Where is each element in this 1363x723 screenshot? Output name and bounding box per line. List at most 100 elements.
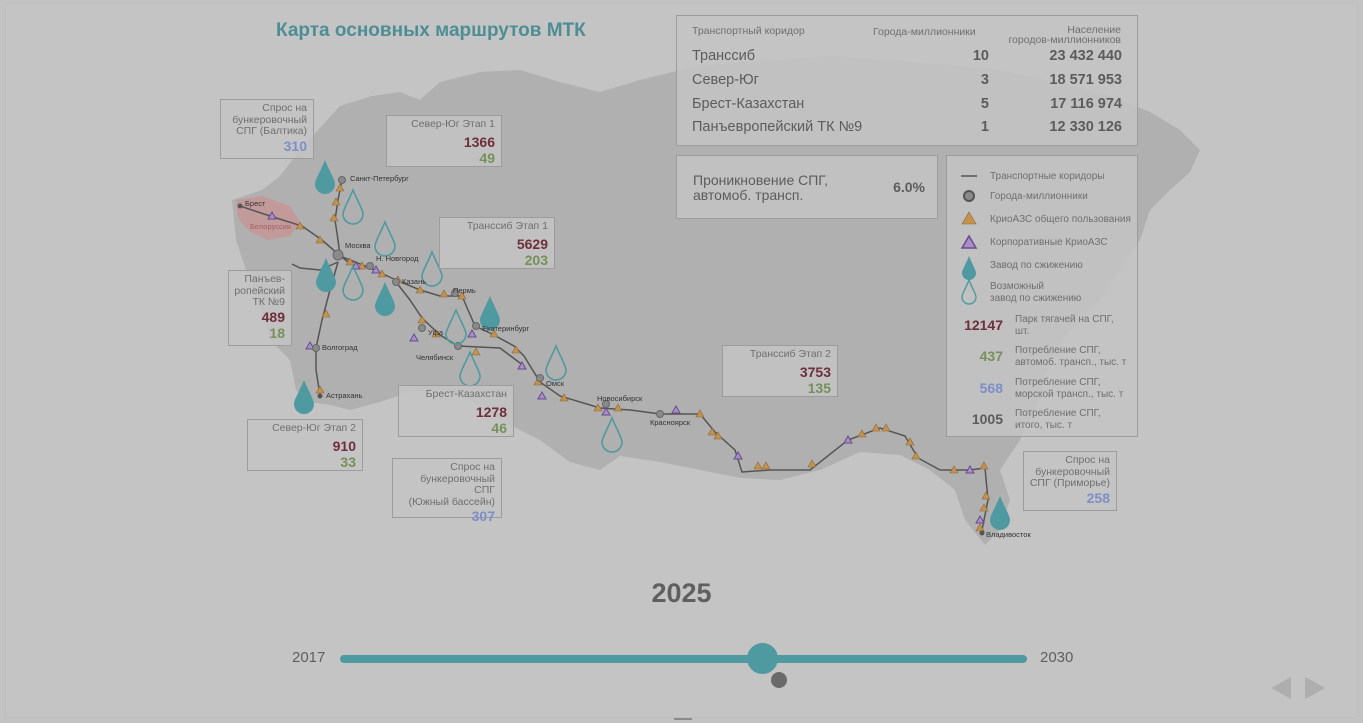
info-label: (Южный бассейн) xyxy=(408,495,495,508)
legend-public-stations-label: КриоАЗС общего пользования xyxy=(990,214,1131,225)
public-station-markers xyxy=(295,183,991,532)
legend-fleet-line2: шт. xyxy=(1015,325,1030,337)
plant-drop-icon xyxy=(294,380,314,414)
public-station xyxy=(593,403,603,412)
public-station xyxy=(881,423,891,432)
city-marker-nnovgorod xyxy=(366,262,374,270)
scroll-grip[interactable] xyxy=(674,718,692,720)
legend-corridors-label: Транспортные коридоры xyxy=(990,171,1105,182)
public-station xyxy=(975,523,985,532)
public-station xyxy=(457,291,467,300)
corporate-station xyxy=(409,332,419,342)
slider-max-label: 2030 xyxy=(1040,649,1074,666)
penetration-label: Проникновение СПГ, автомоб. трансп. xyxy=(693,173,828,203)
corridor-cities: 5 xyxy=(980,96,989,112)
legend-possible-plant-line2: завод по сжижению xyxy=(990,292,1082,304)
possible-plant-drop-icon xyxy=(601,415,623,453)
info-label: Спрос на xyxy=(262,102,307,114)
corridor-name: Север-Юг xyxy=(692,72,759,88)
public-station xyxy=(807,459,817,468)
page-title: Карта основных маршрутов МТК xyxy=(276,20,586,41)
possible-plant-drop-icon xyxy=(342,263,364,301)
previous-arrow-icon[interactable] xyxy=(1269,675,1293,701)
info-label: СПГ (Балтика) xyxy=(236,125,307,137)
auto-consumption-value: 46 xyxy=(491,419,507,436)
corporate-station xyxy=(965,464,975,474)
public-station xyxy=(315,385,325,394)
auto-consumption-value: 135 xyxy=(807,379,831,396)
plant-drop-icon xyxy=(375,282,395,316)
city-marker-astrakhan xyxy=(317,393,323,399)
city-marker-krasnoyarsk xyxy=(656,410,664,418)
city-marker-ufa xyxy=(418,324,426,332)
year-slider-track[interactable] xyxy=(340,655,1027,663)
city-circle-icon xyxy=(963,190,975,202)
city-marker-volgograd xyxy=(312,344,320,352)
legend-auto-value: 437 xyxy=(979,348,1003,364)
corporate-station-triangle-icon xyxy=(960,234,978,249)
legend-total-value: 1005 xyxy=(971,411,1003,427)
info-label: Спрос на xyxy=(450,461,495,473)
table-header-cities: Города-миллионники xyxy=(873,26,976,38)
plant-drop-icon xyxy=(990,496,1010,530)
info-label: Транссиб Этап 2 xyxy=(749,348,831,360)
info-label: Панъев- xyxy=(244,273,285,285)
public-station xyxy=(979,503,989,512)
table-header-population-line1: Население xyxy=(1067,24,1121,36)
corridor-population: 12 330 126 xyxy=(1049,119,1122,135)
public-station xyxy=(857,429,867,438)
route-kazan-ufa xyxy=(395,281,525,367)
info-label: бункеровочный xyxy=(232,113,307,126)
legend-symbols xyxy=(960,175,978,305)
legend-plant-label: Завод по сжижению xyxy=(990,260,1083,271)
corporate-station xyxy=(517,360,527,370)
city-marker-kazan xyxy=(392,278,400,286)
public-station-triangle-icon xyxy=(961,211,977,225)
corporate-station xyxy=(843,434,853,444)
year-slider-handle[interactable] xyxy=(770,672,787,688)
info-label: ТК №9 xyxy=(252,296,285,308)
city-label-volgograd: Волгоград xyxy=(322,343,358,352)
sea-consumption-value: 307 xyxy=(471,508,495,524)
city-marker-spb xyxy=(338,176,346,184)
fleet-value: 5629 xyxy=(516,235,548,252)
sea-consumption-value: 258 xyxy=(1086,489,1110,506)
table-header-population: Население городов-миллионников xyxy=(1008,24,1121,46)
city-label-chel: Челябинск xyxy=(416,353,454,362)
public-station xyxy=(613,403,623,412)
table-header-population-line2: городов-миллионников xyxy=(1008,34,1121,46)
corridor-name: Брест-Казахстан xyxy=(692,96,805,112)
city-marker-novosib xyxy=(602,400,610,408)
public-station xyxy=(315,235,325,244)
public-station xyxy=(335,183,345,192)
auto-consumption-value: 49 xyxy=(479,149,495,166)
year-slider-thumb[interactable] xyxy=(747,643,779,674)
city-label-spb: Санкт-Петербург xyxy=(350,174,409,183)
info-box-pan-european: Панъев- ропейский ТК №9 489 18 xyxy=(228,270,292,346)
public-station xyxy=(707,427,717,436)
city-label-ekb: Екатеринбург xyxy=(482,324,529,333)
corridor-cities: 10 xyxy=(972,48,989,64)
legend-auto-line2: автомоб. трансп., тыс. т xyxy=(1015,356,1127,368)
public-station xyxy=(911,451,921,460)
public-station xyxy=(949,465,959,474)
possible-plant-drop-icon xyxy=(961,278,977,305)
auto-consumption-value: 33 xyxy=(340,453,356,470)
public-station xyxy=(417,315,427,324)
info-box-north-south-1: Север-Юг Этап 1 1366 49 xyxy=(386,115,502,167)
possible-plant-drop-icon xyxy=(445,307,467,345)
table-row: Север-Юг 3 18 571 953 xyxy=(692,72,1122,94)
city-markers xyxy=(312,176,664,418)
public-station xyxy=(489,329,499,338)
info-label: Север-Юг Этап 2 xyxy=(272,422,356,434)
possible-plant-drop-icon xyxy=(545,343,567,381)
corporate-station xyxy=(733,450,743,460)
lng-penetration-box: Проникновение СПГ, автомоб. трансп. 6.0% xyxy=(676,155,938,219)
next-arrow-icon[interactable] xyxy=(1303,675,1327,701)
city-label-krasnoyarsk: Красноярск xyxy=(650,418,691,427)
legend-sea-label: Потребление СПГ, морской трансп., тыс. т xyxy=(1015,377,1123,400)
public-station xyxy=(713,431,723,440)
corporate-station xyxy=(371,264,381,274)
possible-plant-drop-icon xyxy=(374,219,396,257)
public-station xyxy=(981,491,991,500)
